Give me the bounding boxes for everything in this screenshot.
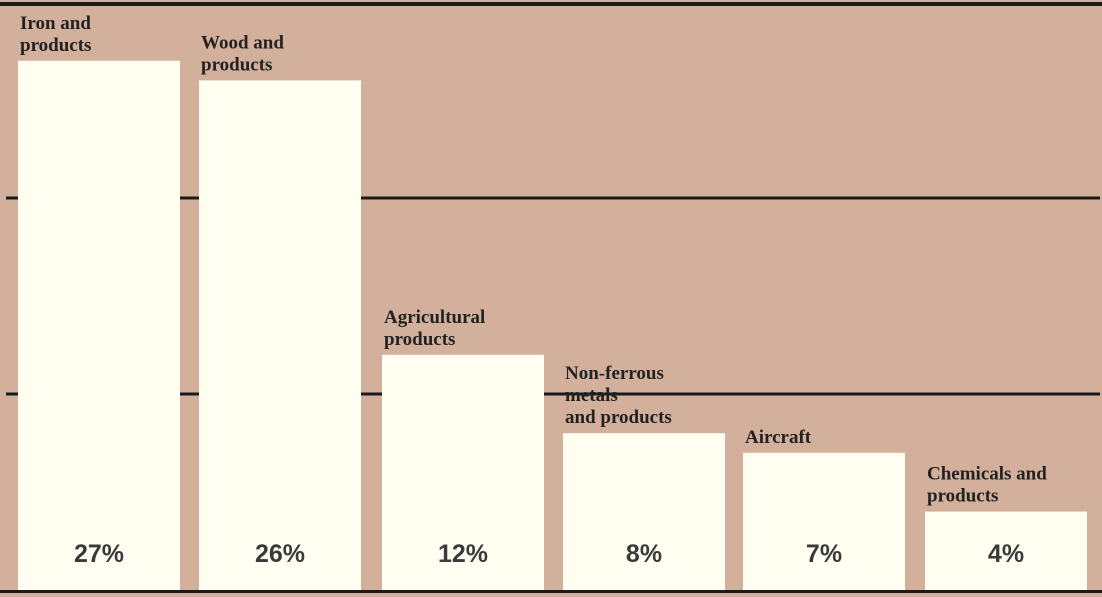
value-label-1: 26%	[255, 540, 305, 568]
category-label-line-2-1: products	[384, 329, 455, 350]
gridline-tick-20-1	[180, 196, 199, 200]
category-label-0: Iron and products	[20, 13, 91, 56]
baseline	[0, 590, 1102, 593]
bar-3	[563, 433, 725, 590]
value-label-0: 27%	[74, 540, 124, 568]
value-label-5: 4%	[988, 540, 1024, 568]
bar-1	[199, 80, 361, 591]
category-label-5: Chemicals and products	[927, 464, 1047, 507]
category-label-line-1-1: products	[201, 54, 272, 75]
category-label-line-4-0: Aircraft	[745, 427, 812, 448]
category-label-3: Non-ferrous metals and products	[565, 363, 672, 428]
category-label-line-3-0: Non-ferrous	[565, 363, 664, 384]
category-label-line-3-2: and products	[565, 407, 672, 428]
category-label-line-0-0: Iron and	[20, 13, 91, 34]
gridline-tick-20-0	[6, 196, 18, 200]
category-label-line-1-0: Wood and	[201, 32, 284, 53]
category-label-line-5-1: products	[927, 486, 998, 507]
top-rule	[0, 2, 1102, 6]
gridline-tick-10-0	[6, 392, 18, 396]
gridline-10	[544, 392, 1100, 396]
category-label-4: Aircraft	[745, 427, 812, 448]
category-label-line-5-0: Chemicals and	[927, 464, 1047, 485]
category-label-line-3-1: metals	[565, 385, 618, 406]
gridline-tick-10-1	[180, 392, 199, 396]
bar-0	[18, 60, 180, 591]
gridline-20	[361, 196, 1100, 200]
value-label-2: 12%	[438, 540, 488, 568]
bar-4	[743, 452, 905, 590]
category-label-line-2-0: Agricultural	[384, 307, 485, 328]
category-label-1: Wood and products	[201, 32, 284, 75]
category-label-2: Agricultural products	[384, 307, 485, 350]
gridline-tick-10-2	[361, 392, 382, 396]
value-label-3: 8%	[626, 540, 662, 568]
bar-5	[925, 511, 1087, 590]
value-label-4: 7%	[806, 540, 842, 568]
bar-2	[382, 354, 544, 590]
category-label-line-0-1: products	[20, 35, 91, 56]
